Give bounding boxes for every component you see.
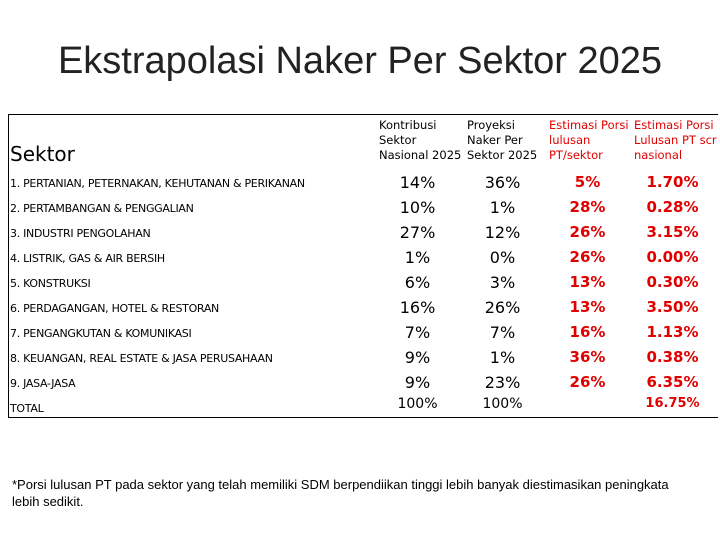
cell-value: 12% [484, 223, 521, 242]
cell-value: 3.50% [646, 298, 699, 316]
cell-value: 26% [569, 248, 606, 266]
cell-value: 0.00% [646, 248, 699, 266]
header-cell: PT/sektor [549, 148, 603, 162]
cell-value: 100% [482, 396, 523, 412]
cell-value: 13% [569, 298, 606, 316]
cell-value: 3% [489, 273, 516, 292]
row-label: 7. PENGANGKUTAN & KOMUNIKASI [10, 327, 192, 340]
cell-value: 9% [404, 348, 431, 367]
cell-value: 28% [569, 198, 606, 216]
cell-value: 7% [489, 323, 516, 342]
row-label: TOTAL [10, 402, 44, 415]
header-cell: Sektor [10, 142, 75, 166]
cell-value: 36% [484, 173, 521, 192]
header-cell: nasional [634, 148, 683, 162]
table-border [8, 114, 718, 418]
header-cell: Estimasi Porsi [634, 118, 714, 132]
cell-value: 26% [569, 373, 606, 391]
cell-value: 0.30% [646, 273, 699, 291]
cell-value: 9% [404, 373, 431, 392]
cell-value: 1% [489, 348, 516, 367]
cell-value: 23% [484, 373, 521, 392]
row-label: 2. PERTAMBANGAN & PENGGALIAN [10, 202, 194, 215]
cell-value: 7% [404, 323, 431, 342]
header-cell: Estimasi Porsi [549, 118, 629, 132]
cell-value: 27% [399, 223, 436, 242]
header-cell: Nasional 2025 [379, 148, 462, 162]
header-cell: Proyeksi [467, 118, 515, 132]
cell-value: 36% [569, 348, 606, 366]
cell-value: 16% [569, 323, 606, 341]
title: Ekstrapolasi Naker Per Sektor 2025 [57, 40, 663, 82]
header-cell: Sektor [379, 133, 417, 147]
cell-value: 14% [399, 173, 436, 192]
cell-value: 1.13% [646, 323, 699, 341]
cell-value: 1% [404, 248, 431, 267]
cell-value: 0% [489, 248, 516, 267]
cell-value: 0.28% [646, 198, 699, 216]
cell-value: 26% [569, 223, 606, 241]
row-label: 8. KEUANGAN, REAL ESTATE & JASA PERUSAHA… [10, 352, 273, 365]
row-label: 5. KONSTRUKSI [10, 277, 91, 290]
row-label: 4. LISTRIK, GAS & AIR BERSIH [10, 252, 165, 265]
cell-value: 3.15% [646, 223, 699, 241]
footnote-line: *Porsi lulusan PT pada sektor yang telah… [12, 477, 669, 492]
header-cell: Kontribusi [379, 118, 437, 132]
cell-value: 6% [404, 273, 431, 292]
cell-value: 16.75% [645, 396, 700, 411]
cell-value: 26% [484, 298, 521, 317]
cell-value: 16% [399, 298, 436, 317]
header-cell: Sektor 2025 [467, 148, 538, 162]
cell-value: 10% [399, 198, 436, 217]
cell-value: 1% [489, 198, 516, 217]
row-label: 6. PERDAGANGAN, HOTEL & RESTORAN [10, 302, 219, 315]
cell-value: 5% [574, 173, 601, 191]
header-cell: lulusan [549, 133, 591, 147]
footnote: *Porsi lulusan PT pada sektor yang telah… [12, 476, 669, 510]
cell-value: 100% [397, 396, 438, 412]
row-label: 1. PERTANIAN, PETERNAKAN, KEHUTANAN & PE… [10, 177, 305, 190]
header-cell: Lulusan PT scr [634, 133, 717, 147]
cell-value: 0.38% [646, 348, 699, 366]
row-label: 9. JASA-JASA [10, 377, 76, 390]
cell-value: 6.35% [646, 373, 699, 391]
row-label: 3. INDUSTRI PENGOLAHAN [10, 227, 151, 240]
footnote-line: lebih sedikit. [12, 494, 84, 509]
cell-value: 1.70% [646, 173, 699, 191]
cell-value: 13% [569, 273, 606, 291]
header-cell: Naker Per [467, 133, 523, 147]
